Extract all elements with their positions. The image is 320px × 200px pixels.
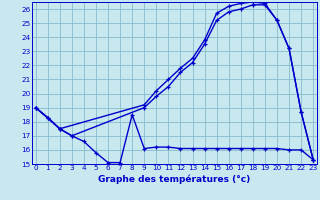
X-axis label: Graphe des températures (°c): Graphe des températures (°c) (98, 174, 251, 184)
